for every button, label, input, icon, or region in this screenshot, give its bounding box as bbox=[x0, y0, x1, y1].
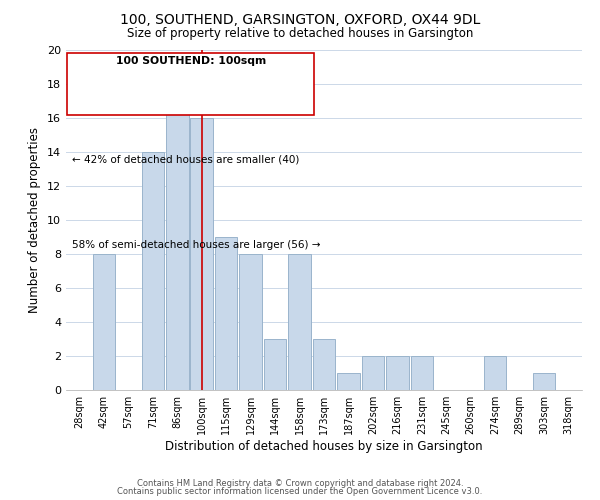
Text: 100 SOUTHEND: 100sqm: 100 SOUTHEND: 100sqm bbox=[116, 56, 266, 66]
Text: Size of property relative to detached houses in Garsington: Size of property relative to detached ho… bbox=[127, 28, 473, 40]
X-axis label: Distribution of detached houses by size in Garsington: Distribution of detached houses by size … bbox=[165, 440, 483, 453]
Bar bbox=[92, 254, 115, 390]
Text: 58% of semi-detached houses are larger (56) →: 58% of semi-detached houses are larger (… bbox=[73, 240, 321, 250]
Bar bbox=[142, 152, 164, 390]
Y-axis label: Number of detached properties: Number of detached properties bbox=[28, 127, 41, 313]
Bar bbox=[288, 254, 311, 390]
Bar bbox=[215, 237, 238, 390]
Bar bbox=[166, 101, 188, 390]
Text: ← 42% of detached houses are smaller (40): ← 42% of detached houses are smaller (40… bbox=[73, 154, 300, 164]
Text: Contains public sector information licensed under the Open Government Licence v3: Contains public sector information licen… bbox=[118, 487, 482, 496]
Bar bbox=[410, 356, 433, 390]
Bar bbox=[386, 356, 409, 390]
Bar bbox=[190, 118, 213, 390]
Bar bbox=[533, 373, 556, 390]
Bar bbox=[337, 373, 360, 390]
Bar bbox=[362, 356, 384, 390]
Bar bbox=[313, 339, 335, 390]
Text: 100, SOUTHEND, GARSINGTON, OXFORD, OX44 9DL: 100, SOUTHEND, GARSINGTON, OXFORD, OX44 … bbox=[120, 12, 480, 26]
FancyBboxPatch shape bbox=[67, 52, 314, 114]
Bar bbox=[239, 254, 262, 390]
Bar bbox=[484, 356, 506, 390]
Bar bbox=[264, 339, 286, 390]
Text: Contains HM Land Registry data © Crown copyright and database right 2024.: Contains HM Land Registry data © Crown c… bbox=[137, 478, 463, 488]
